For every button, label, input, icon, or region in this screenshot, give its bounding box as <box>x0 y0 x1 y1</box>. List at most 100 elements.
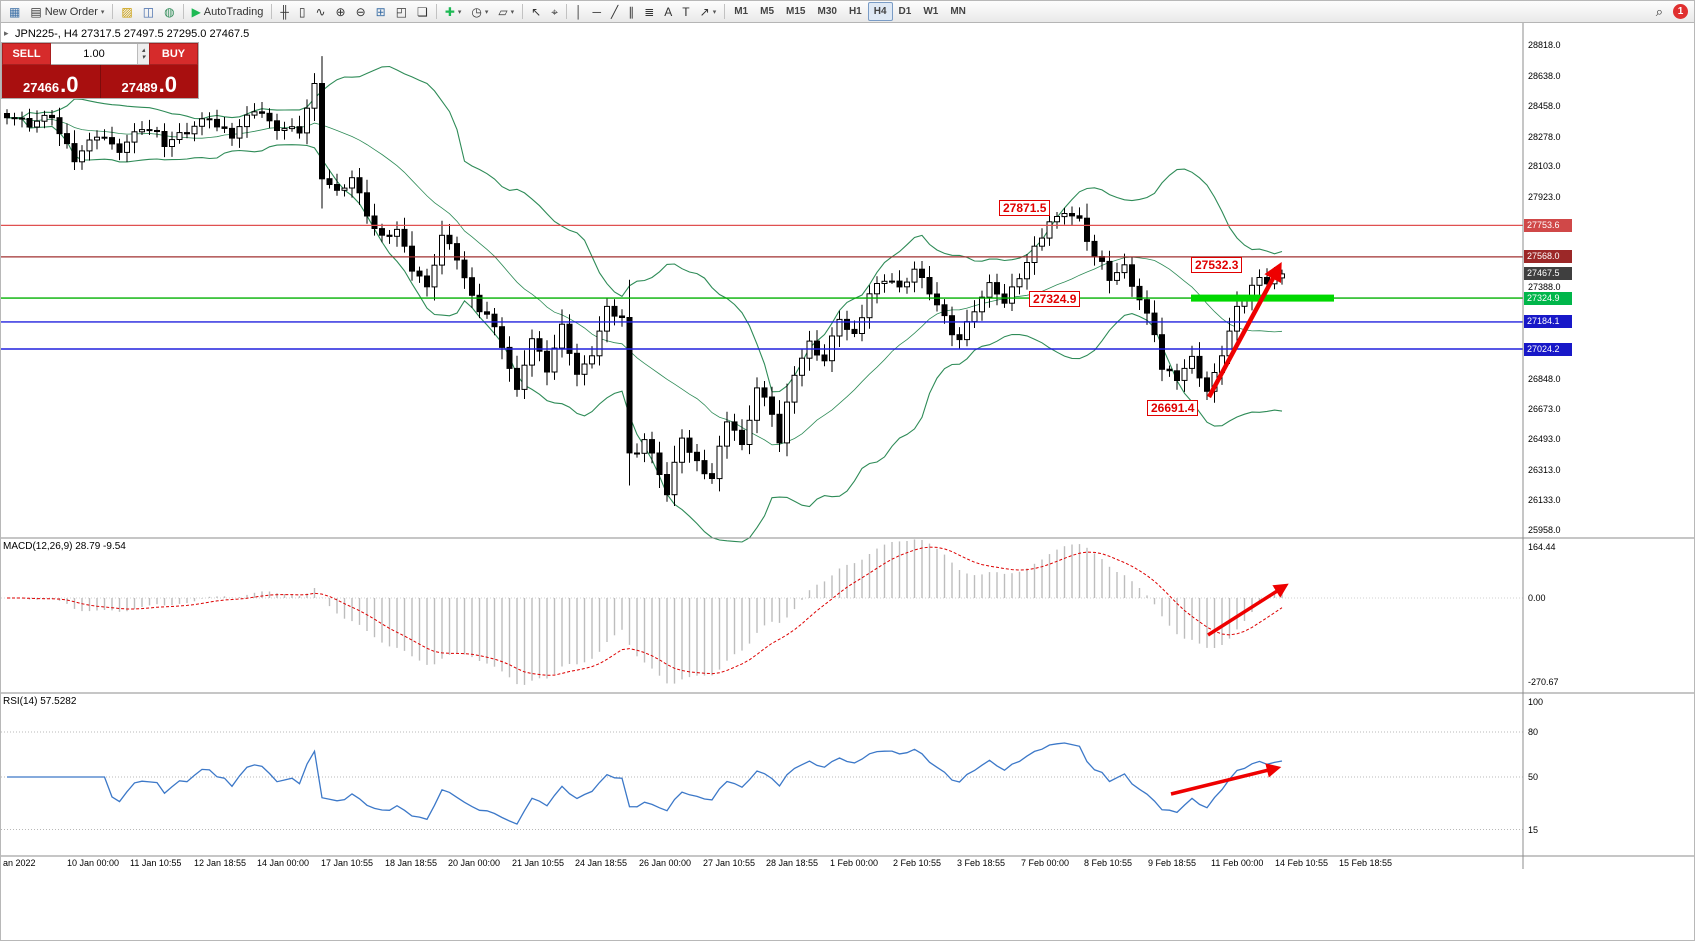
text-label-icon[interactable]: T <box>677 2 694 21</box>
price-tag-27467.5: 27467.5 <box>1524 267 1572 280</box>
trendline-icon[interactable]: ╱ <box>606 2 623 21</box>
vertical-line-icon[interactable]: │ <box>570 2 588 21</box>
rsi-line <box>7 742 1283 825</box>
collapse-panel-icon[interactable]: ▸ <box>4 28 9 38</box>
toolbar-separator <box>724 4 726 19</box>
candle-body <box>334 184 340 191</box>
candle-body <box>544 350 550 373</box>
period-glyph: ◷ <box>471 4 482 19</box>
price-axis-label: 28103.0 <box>1528 161 1561 171</box>
crosshair-icon-glyph: ⌖ <box>551 4 558 19</box>
candlestick-chart-icon[interactable]: ▯ <box>294 2 311 21</box>
price-axis-label: 26313.0 <box>1528 465 1561 475</box>
price-callout-27324.9[interactable]: 27324.9 <box>1029 291 1081 307</box>
price-callout-27871.5[interactable]: 27871.5 <box>999 200 1051 216</box>
volume-down-icon[interactable]: ▾ <box>141 54 146 61</box>
trend-arrow[interactable] <box>1207 583 1289 637</box>
tf-h4[interactable]: H4 <box>867 2 893 21</box>
price-axis-label: 26493.0 <box>1528 434 1561 444</box>
tf-mn[interactable]: MN <box>944 2 972 21</box>
cascade-windows-icon[interactable]: ❏ <box>412 2 433 21</box>
candle-body <box>131 131 138 143</box>
volume-up-icon[interactable]: ▴ <box>141 47 146 54</box>
toolbar-group-autotrading: ▶ AutoTrading <box>187 1 269 22</box>
tf-mn-label: MN <box>950 6 966 17</box>
dropdown-caret-icon[interactable]: ▾ <box>712 8 717 16</box>
metaeditor-icon[interactable]: ▨ <box>116 2 137 21</box>
dropdown-caret-icon[interactable]: ▾ <box>457 8 462 16</box>
metaeditor-icon-glyph: ▨ <box>121 4 133 19</box>
candle-body <box>641 439 648 454</box>
dropdown-caret-icon[interactable]: ▾ <box>484 8 489 16</box>
candle-body <box>769 396 775 415</box>
tile-windows-icon[interactable]: ◰ <box>391 2 412 21</box>
candle-body <box>439 234 445 266</box>
template-button[interactable]: ▱ ▾ <box>493 2 519 21</box>
candle-body <box>274 120 280 132</box>
volume-value[interactable]: 1.00 <box>83 48 105 60</box>
tf-m5[interactable]: M5 <box>754 2 780 21</box>
price-callout-26691.4[interactable]: 26691.4 <box>1147 400 1199 416</box>
dropdown-caret-icon[interactable]: ▾ <box>510 8 515 16</box>
tf-m15[interactable]: M15 <box>780 2 811 21</box>
tf-d1[interactable]: D1 <box>893 2 918 21</box>
price-tag-27324.9: 27324.9 <box>1524 292 1572 305</box>
buy-price-main: 27489 <box>121 79 158 95</box>
crosshair-icon[interactable]: ⌖ <box>546 2 563 21</box>
price-tag-27024.2: 27024.2 <box>1524 343 1572 356</box>
bar-chart-icon[interactable]: ╫ <box>275 2 294 21</box>
tf-w1[interactable]: W1 <box>917 2 944 21</box>
candle-body <box>1256 277 1263 286</box>
arrows-icon[interactable]: ↗ ▾ <box>695 2 722 21</box>
candle-body <box>656 452 663 475</box>
buy-price[interactable]: 27489.0 <box>99 65 198 98</box>
sell-button[interactable]: SELL <box>2 43 51 65</box>
sell-price[interactable]: 27466.0 <box>2 65 100 98</box>
candle-body <box>64 133 70 145</box>
buy-button[interactable]: BUY <box>149 43 198 65</box>
volume-field[interactable]: 1.00 ▴ ▾ <box>51 43 149 65</box>
tf-h1[interactable]: H1 <box>843 2 868 21</box>
globe-icon[interactable]: ◍ <box>159 2 179 21</box>
candle-body <box>364 192 370 217</box>
candle-body <box>911 268 918 283</box>
one-click-trading-panel: SELL 1.00 ▴ ▾ BUY 27466.0 27489.0 <box>2 43 198 98</box>
zoom-out-icon[interactable]: ⊖ <box>351 2 371 21</box>
candle-body <box>934 293 940 306</box>
arrows-icon-glyph: ↗ <box>699 4 710 19</box>
new-order-button[interactable]: ▤ New Order ▾ <box>25 2 109 21</box>
price-callout-27532.3[interactable]: 27532.3 <box>1191 257 1243 273</box>
text-icon-glyph: A <box>664 4 673 19</box>
candle-body <box>1234 305 1240 332</box>
new-order-button-label: New Order <box>44 5 98 18</box>
horizontal-line-icon[interactable]: ─ <box>587 2 606 21</box>
period-button[interactable]: ◷ ▾ <box>466 2 493 21</box>
trade-panel-prices: 27466.0 27489.0 <box>2 65 198 98</box>
trend-arrow[interactable] <box>1170 763 1282 796</box>
toolbar-separator <box>271 4 273 19</box>
search-icon[interactable]: ⌕ <box>1655 3 1663 19</box>
time-axis-label: 1 Feb 00:00 <box>830 858 879 868</box>
candle-body <box>191 125 198 135</box>
tf-m1[interactable]: M1 <box>728 2 754 21</box>
candle-body <box>296 126 303 134</box>
tf-m30[interactable]: M30 <box>811 2 842 21</box>
trend-arrow[interactable] <box>1207 262 1282 399</box>
candle-body <box>86 139 93 152</box>
terminal-icon[interactable]: ◫ <box>138 2 159 21</box>
cursor-icon[interactable]: ↖ <box>526 2 546 21</box>
zoom-in-icon[interactable]: ⊕ <box>331 2 351 21</box>
template-glyph: ▱ <box>498 4 508 19</box>
autotrading-button[interactable]: ▶ AutoTrading <box>187 2 269 21</box>
fibonacci-icon[interactable]: ≣ <box>639 2 659 21</box>
rsi-axis-label: 80 <box>1528 727 1539 737</box>
notification-badge[interactable]: 1 <box>1673 4 1688 19</box>
dropdown-caret-icon[interactable]: ▾ <box>100 8 105 16</box>
line-chart-icon[interactable]: ∿ <box>310 2 330 21</box>
text-icon[interactable]: A <box>659 2 677 21</box>
channel-icon[interactable]: ∥ <box>623 2 639 21</box>
trendline-icon-glyph: ╱ <box>610 4 619 19</box>
new-chart-button[interactable]: ✚ ▾ <box>440 2 467 21</box>
grid-icon[interactable]: ⊞ <box>371 2 391 21</box>
